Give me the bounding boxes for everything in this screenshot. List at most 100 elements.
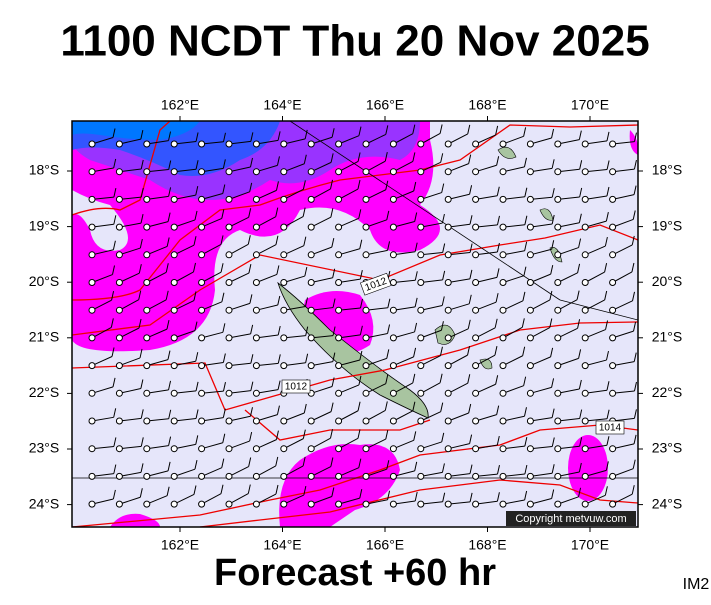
barb-flag	[632, 291, 636, 301]
barb-flag	[412, 373, 416, 384]
barb-station	[143, 500, 151, 508]
barb-station	[417, 334, 425, 342]
barb-flag	[551, 214, 555, 225]
barb-station	[444, 223, 452, 231]
wind-barb	[389, 271, 418, 286]
barb-station	[472, 195, 480, 203]
wind-barb	[280, 154, 307, 176]
barb-flag	[414, 297, 418, 307]
barb-station	[88, 306, 96, 314]
barb-flag	[194, 210, 198, 221]
barb-flag	[140, 409, 144, 419]
barb-station	[335, 306, 343, 314]
barb-flag	[305, 353, 309, 363]
barb-flag	[357, 401, 361, 411]
barb-shaft	[612, 218, 634, 228]
barb-shaft	[530, 472, 553, 477]
rain-patch	[110, 513, 160, 527]
barb-flag	[166, 486, 170, 496]
barb-station	[609, 472, 617, 480]
barb-flag	[387, 298, 391, 308]
barb-station	[143, 279, 151, 286]
wind-barb	[225, 294, 253, 314]
wind-barb	[252, 405, 280, 425]
barb-station	[198, 389, 206, 397]
barb-flag	[165, 290, 169, 300]
barb-flag	[359, 239, 363, 249]
barb-shaft	[174, 390, 197, 394]
wind-barb	[252, 484, 279, 508]
barb-shaft	[420, 355, 441, 367]
wind-barb	[280, 207, 306, 231]
barb-shaft	[448, 163, 469, 173]
barb-shaft	[173, 271, 194, 283]
barb-flag	[468, 294, 472, 304]
barb-flag	[469, 269, 473, 279]
barb-shaft	[420, 279, 443, 283]
barb-station	[472, 306, 480, 314]
barb-station	[88, 195, 96, 203]
barb-flag	[277, 380, 281, 390]
barb-shaft	[91, 196, 114, 200]
barb-station	[499, 445, 507, 453]
barb-station	[444, 472, 452, 480]
wind-barb	[389, 297, 418, 314]
wind-barb	[444, 403, 472, 425]
barb-shaft	[256, 139, 279, 145]
barb-station	[609, 195, 617, 203]
wind-barb	[417, 373, 443, 397]
barb-shaft	[585, 389, 608, 394]
barb-station	[198, 140, 206, 148]
barb-station	[115, 306, 123, 314]
wind-barb	[581, 186, 610, 203]
barb-station	[444, 306, 452, 314]
barb-flag	[275, 456, 279, 467]
barb-station	[417, 251, 425, 259]
wind-barb	[280, 485, 307, 508]
barb-flag	[250, 157, 253, 168]
barb-flag	[606, 160, 610, 170]
barb-shaft	[174, 194, 196, 200]
barb-station	[225, 334, 233, 342]
barb-shaft	[256, 389, 279, 394]
barb-flag	[222, 408, 226, 418]
wind-barb	[170, 185, 199, 203]
barb-shaft	[557, 299, 578, 311]
barb-flag	[302, 180, 306, 190]
barb-shaft	[475, 354, 496, 367]
barb-shaft	[283, 465, 304, 477]
barb-flag	[467, 374, 471, 384]
barb-station	[472, 168, 480, 176]
barb-station	[143, 251, 151, 259]
barb-flag	[302, 456, 306, 467]
wind-barb	[444, 154, 472, 176]
barb-station	[170, 279, 178, 286]
barb-station	[170, 362, 178, 370]
barb-shaft	[393, 133, 414, 145]
barb-shaft	[557, 196, 580, 200]
barb-shaft	[201, 417, 224, 422]
forecast-label: Forecast +60 hr	[214, 552, 496, 594]
wind-barb	[280, 456, 306, 480]
barb-station	[581, 195, 589, 203]
wind-barb	[389, 461, 418, 480]
barb-station	[417, 389, 425, 397]
wind-barb	[389, 347, 417, 370]
barb-shaft	[585, 245, 606, 256]
barb-station	[526, 168, 534, 176]
barb-shaft	[91, 299, 112, 311]
barb-flag	[550, 264, 554, 275]
barb-shaft	[119, 388, 141, 394]
wind-barb	[526, 378, 555, 397]
barb-shaft	[612, 361, 635, 367]
barb-station	[362, 500, 370, 508]
barb-flag	[168, 409, 172, 419]
barb-flag	[440, 153, 444, 163]
wind-barb	[198, 184, 226, 203]
barb-station	[115, 279, 123, 286]
barb-station	[252, 195, 260, 203]
barb-shaft	[585, 169, 608, 173]
barb-shaft	[530, 356, 551, 367]
barb-station	[554, 223, 562, 231]
barb-flag	[275, 430, 279, 440]
